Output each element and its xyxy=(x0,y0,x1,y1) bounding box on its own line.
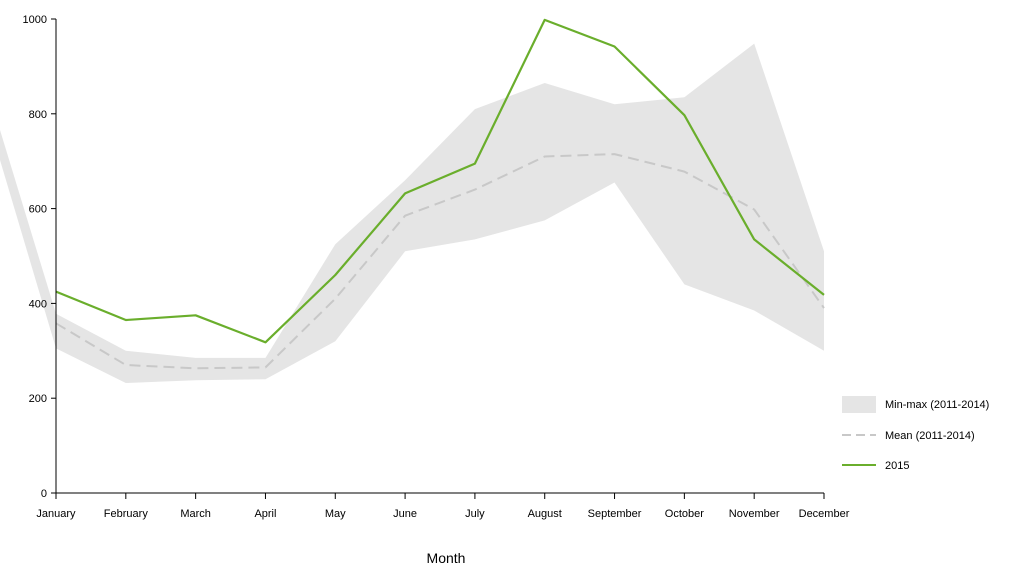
series-layer xyxy=(55,18,825,370)
x-tick-label-august: August xyxy=(528,508,562,520)
x-tick-label-november: November xyxy=(729,508,780,520)
legend-label-mean: Mean (2011-2014) xyxy=(885,430,975,442)
y-tick-label-0: 0 xyxy=(41,488,47,500)
x-tick-label-october: October xyxy=(665,508,704,520)
band-layer xyxy=(0,43,824,383)
minmax-band xyxy=(56,43,824,383)
x-tick-label-january: January xyxy=(36,508,76,520)
x-tick-label-july: July xyxy=(465,508,485,520)
legend-label-minmax: Min-max (2011-2014) xyxy=(885,399,989,411)
y-tick-label-200: 200 xyxy=(29,393,47,405)
year-2015-series-line xyxy=(55,18,825,344)
x-tick-label-december: December xyxy=(799,508,850,520)
minmax-band-left-edge xyxy=(0,130,56,349)
mean-series-line xyxy=(55,153,825,370)
y-tick-label-1000: 1000 xyxy=(23,14,47,26)
y-tick-label-600: 600 xyxy=(29,204,47,216)
x-tick-label-june: June xyxy=(393,508,417,520)
legend-label-2015: 2015 xyxy=(885,460,909,472)
x-tick-label-may: May xyxy=(325,508,346,520)
x-tick-label-february: February xyxy=(104,508,149,520)
y-tick-label-800: 800 xyxy=(29,109,47,121)
x-axis-title: Month xyxy=(427,550,466,566)
legend-swatch-minmax xyxy=(842,396,876,413)
legend: Min-max (2011-2014) Mean (2011-2014) 2015 xyxy=(842,396,989,472)
y-tick-label-400: 400 xyxy=(29,298,47,310)
x-tick-label-september: September xyxy=(588,508,642,520)
x-tick-label-march: March xyxy=(180,508,211,520)
x-tick-label-april: April xyxy=(254,508,276,520)
axes-layer: 0 200 400 600 800 1000 January February March Apr… xyxy=(23,14,850,520)
